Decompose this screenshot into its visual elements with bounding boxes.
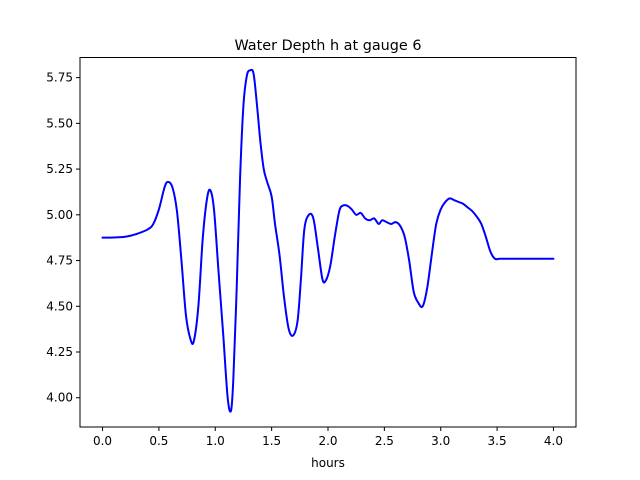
x-tick-label: 2.5: [375, 434, 394, 448]
x-tick-label: 0.0: [93, 434, 112, 448]
x-axis: 0.0 0.5 1.0 1.5 2.0 2.5 3.0 3.5 4.0: [93, 427, 563, 448]
x-tick-label: 4.0: [544, 434, 563, 448]
y-tick-label: 5.25: [46, 162, 73, 176]
y-tick-label: 4.00: [46, 391, 73, 405]
y-tick-label: 5.75: [46, 71, 73, 85]
x-tick-label: 2.0: [318, 434, 337, 448]
x-tick-label: 1.5: [262, 434, 281, 448]
y-tick-label: 4.50: [46, 299, 73, 313]
x-axis-label: hours: [311, 456, 345, 470]
y-axis: 4.00 4.25 4.50 4.75 5.00 5.25 5.50 5.75: [46, 71, 80, 405]
x-tick-label: 3.5: [488, 434, 507, 448]
y-tick-label: 4.75: [46, 254, 73, 268]
series-line-0: [101, 68, 555, 413]
y-tick-label: 4.25: [46, 345, 73, 359]
x-tick-label: 1.0: [206, 434, 225, 448]
series-layer: [101, 68, 555, 413]
y-tick-label: 5.50: [46, 116, 73, 130]
x-tick-label: 0.5: [149, 434, 168, 448]
y-tick-label: 5.00: [46, 208, 73, 222]
chart-title: Water Depth h at gauge 6: [234, 38, 421, 54]
x-tick-label: 3.0: [431, 434, 450, 448]
